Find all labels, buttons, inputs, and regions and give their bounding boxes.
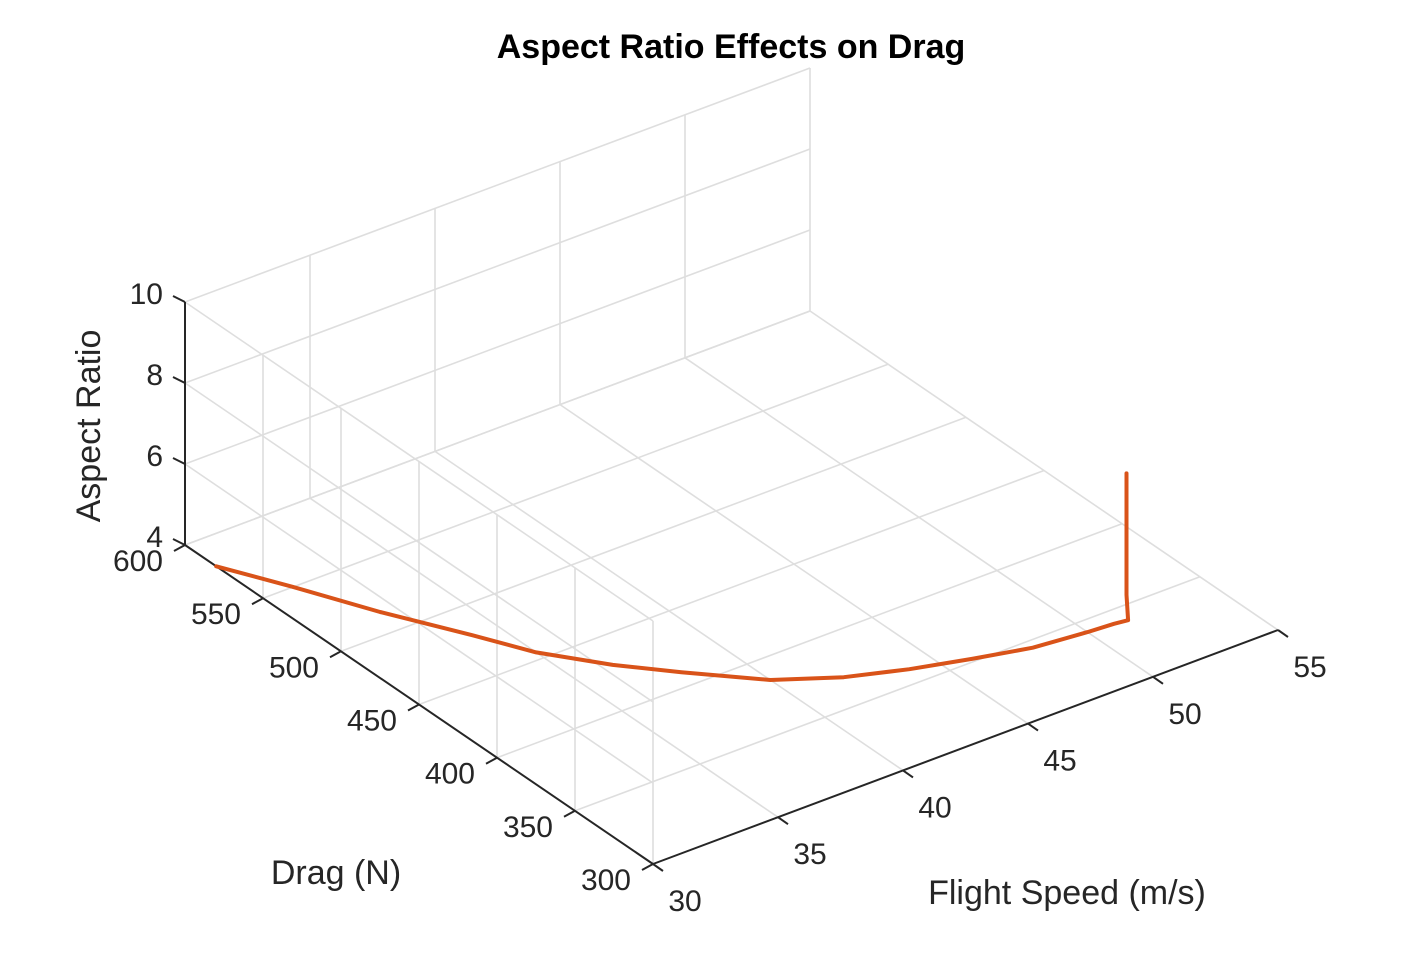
y-tick-mark <box>641 863 654 871</box>
x-tick-mark <box>902 769 914 779</box>
wall-grid-z <box>184 301 654 622</box>
floor-grid-y <box>340 416 967 653</box>
y-tick-label: 300 <box>581 864 631 897</box>
x-axis-label: Flight Speed (m/s) <box>928 874 1206 912</box>
z-tick-label: 4 <box>146 521 163 554</box>
x-tick-mark <box>652 863 664 872</box>
wall-grid-z2 <box>184 229 811 465</box>
y-tick-mark <box>329 650 342 659</box>
y-tick-mark <box>407 703 420 712</box>
grid-lines <box>184 67 1279 865</box>
wall-grid-z <box>184 382 654 703</box>
z-tick-label: 10 <box>130 278 163 311</box>
wall-grid-z2 <box>184 67 811 303</box>
axes <box>172 295 1289 872</box>
z-axis-label: Aspect Ratio <box>70 330 108 523</box>
y-tick-label: 600 <box>113 545 163 578</box>
z-tick-label: 8 <box>146 359 163 392</box>
y-tick-label: 450 <box>347 705 397 738</box>
z-tick-mark <box>172 457 186 465</box>
floor-grid-y <box>418 469 1045 706</box>
wall-grid-z2 <box>184 148 811 384</box>
x-tick-label: 30 <box>668 885 701 918</box>
floor-grid-y <box>496 522 1123 759</box>
x-tick-label: 45 <box>1043 745 1076 778</box>
x-tick-label: 40 <box>918 791 951 824</box>
x-axis-line <box>652 629 1279 865</box>
x-tick-mark <box>1027 722 1039 732</box>
y-tick-mark <box>251 597 264 606</box>
z-tick-mark <box>172 538 186 546</box>
series-line-0 <box>214 471 1131 682</box>
z-tick-label: 6 <box>146 440 163 473</box>
x-tick-mark <box>1277 629 1289 638</box>
y-tick-label: 400 <box>425 758 475 791</box>
x-tick-mark <box>1152 675 1164 685</box>
y-tick-label: 350 <box>503 811 553 844</box>
floor-grid-y <box>262 363 889 599</box>
y-tick-mark <box>563 809 576 818</box>
y-tick-label: 550 <box>191 598 241 631</box>
y-tick-mark <box>485 756 498 765</box>
x-tick-label: 50 <box>1168 698 1201 731</box>
wall-grid-z2 <box>184 310 811 546</box>
y-tick-label: 500 <box>269 651 319 684</box>
x-tick-label: 35 <box>793 838 826 871</box>
series <box>214 471 1131 682</box>
chart-title: Aspect Ratio Effects on Drag <box>497 28 966 66</box>
z-tick-mark <box>172 376 186 384</box>
y-tick-mark <box>173 544 186 552</box>
x-tick-mark <box>777 816 789 826</box>
x-tick-label: 55 <box>1293 651 1326 684</box>
y-axis-label: Drag (N) <box>271 854 401 892</box>
floor-grid-y <box>574 576 1201 812</box>
z-tick-mark <box>172 295 186 303</box>
